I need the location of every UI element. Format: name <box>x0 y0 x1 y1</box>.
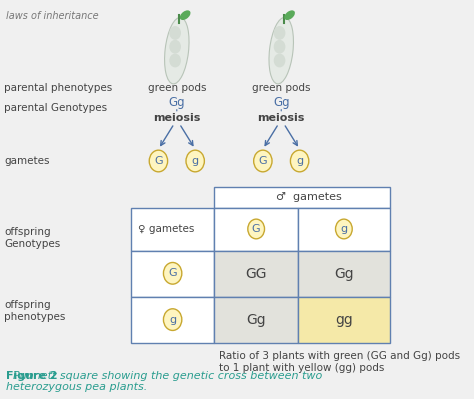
Text: parental Genotypes: parental Genotypes <box>4 103 107 113</box>
Text: g: g <box>296 156 303 166</box>
Ellipse shape <box>169 26 181 40</box>
Ellipse shape <box>284 10 295 20</box>
FancyBboxPatch shape <box>298 208 390 251</box>
FancyBboxPatch shape <box>214 187 390 208</box>
Text: g: g <box>340 224 347 234</box>
Circle shape <box>291 150 309 172</box>
Ellipse shape <box>180 10 191 20</box>
FancyBboxPatch shape <box>131 251 214 297</box>
Text: green pods: green pods <box>252 83 310 93</box>
Text: meiosis: meiosis <box>257 113 305 122</box>
Circle shape <box>186 150 204 172</box>
Text: G: G <box>252 224 261 234</box>
Ellipse shape <box>164 18 189 84</box>
Text: g: g <box>191 156 199 166</box>
Text: G: G <box>168 268 177 279</box>
Text: meiosis: meiosis <box>153 113 201 122</box>
FancyBboxPatch shape <box>214 251 298 297</box>
Text: gg: gg <box>335 313 353 327</box>
FancyBboxPatch shape <box>214 297 298 343</box>
Text: G: G <box>258 156 267 166</box>
Circle shape <box>164 309 182 330</box>
Text: Gg: Gg <box>246 313 266 327</box>
Circle shape <box>254 150 272 172</box>
Ellipse shape <box>273 40 285 53</box>
Text: Punnett square showing the genetic cross between two
heterozygous pea plants.: Punnett square showing the genetic cross… <box>6 371 322 393</box>
Circle shape <box>336 219 352 239</box>
Text: ♂  gametes: ♂ gametes <box>276 192 342 202</box>
FancyBboxPatch shape <box>298 297 390 343</box>
Circle shape <box>149 150 168 172</box>
FancyBboxPatch shape <box>298 251 390 297</box>
Text: GG: GG <box>246 267 267 281</box>
Text: gametes: gametes <box>4 156 49 166</box>
Text: Gg: Gg <box>334 267 354 281</box>
Ellipse shape <box>273 26 285 40</box>
Text: Figure 2: Figure 2 <box>6 371 57 381</box>
Ellipse shape <box>169 53 181 67</box>
Text: green pods: green pods <box>147 83 206 93</box>
FancyBboxPatch shape <box>214 208 298 251</box>
Text: G: G <box>154 156 163 166</box>
Circle shape <box>164 263 182 284</box>
Text: offspring
phenotypes: offspring phenotypes <box>4 300 65 322</box>
Ellipse shape <box>273 53 285 67</box>
Text: Gg: Gg <box>273 97 290 109</box>
Ellipse shape <box>269 18 293 84</box>
Text: ♀ gametes: ♀ gametes <box>137 225 194 235</box>
Text: Ratio of 3 plants with green (GG and Gg) pods
to 1 plant with yellow (gg) pods: Ratio of 3 plants with green (GG and Gg)… <box>219 351 460 373</box>
Text: g: g <box>169 315 176 325</box>
Text: parental phenotypes: parental phenotypes <box>4 83 112 93</box>
Text: laws of inheritance: laws of inheritance <box>6 11 98 21</box>
FancyBboxPatch shape <box>131 208 214 251</box>
Ellipse shape <box>169 40 181 53</box>
Text: Gg: Gg <box>168 97 185 109</box>
FancyBboxPatch shape <box>131 297 214 343</box>
Circle shape <box>248 219 264 239</box>
Text: offspring
Genotypes: offspring Genotypes <box>4 227 60 249</box>
